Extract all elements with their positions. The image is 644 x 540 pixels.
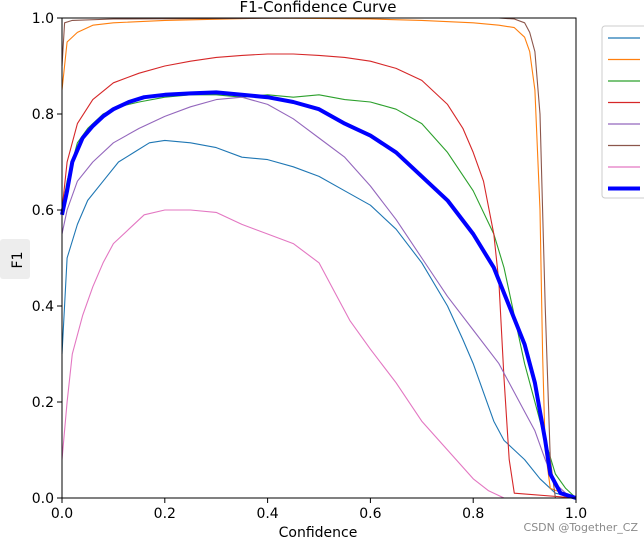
x-axis-ticks: 0.0 0.2 0.4 0.6 0.8 1.0: [51, 498, 587, 522]
watermark: CSDN @Together_CZ: [523, 521, 638, 534]
chart-title: F1-Confidence Curve: [240, 0, 397, 16]
series-line-6: [61, 209, 576, 499]
series-line-0: [61, 139, 577, 499]
x-tick-label: 0.8: [462, 506, 484, 522]
y-tick-label: 0.2: [32, 395, 54, 411]
series-line-1: [61, 17, 577, 499]
y-axis-ticks: 0.0 0.2 0.4 0.6 0.8 1.0: [32, 11, 62, 507]
series-line-7: [60, 90, 577, 500]
plot-lines: [60, 17, 577, 500]
legend: [608, 37, 640, 191]
y-tick-label: 0.4: [32, 299, 54, 315]
x-tick-label: 0.0: [51, 506, 73, 522]
y-axis-label-box: [0, 239, 30, 279]
series-line-4: [61, 96, 577, 499]
y-tick-label: 0.6: [32, 203, 54, 219]
y-tick-label: 0.8: [32, 107, 54, 123]
series-line-5: [61, 17, 576, 499]
x-tick-label: 1.0: [565, 506, 587, 522]
y-axis-label: F1: [10, 252, 26, 269]
legend-box: [601, 25, 644, 199]
plot-frame: [61, 17, 577, 499]
series-line-2: [61, 94, 577, 499]
y-tick-label: 0.0: [32, 491, 54, 507]
x-tick-label: 0.2: [154, 506, 176, 522]
series-line-3: [61, 53, 577, 499]
x-axis-label: Confidence: [279, 525, 358, 540]
x-tick-label: 0.4: [256, 506, 278, 522]
x-tick-label: 0.6: [359, 506, 381, 522]
y-tick-label: 1.0: [32, 11, 54, 27]
